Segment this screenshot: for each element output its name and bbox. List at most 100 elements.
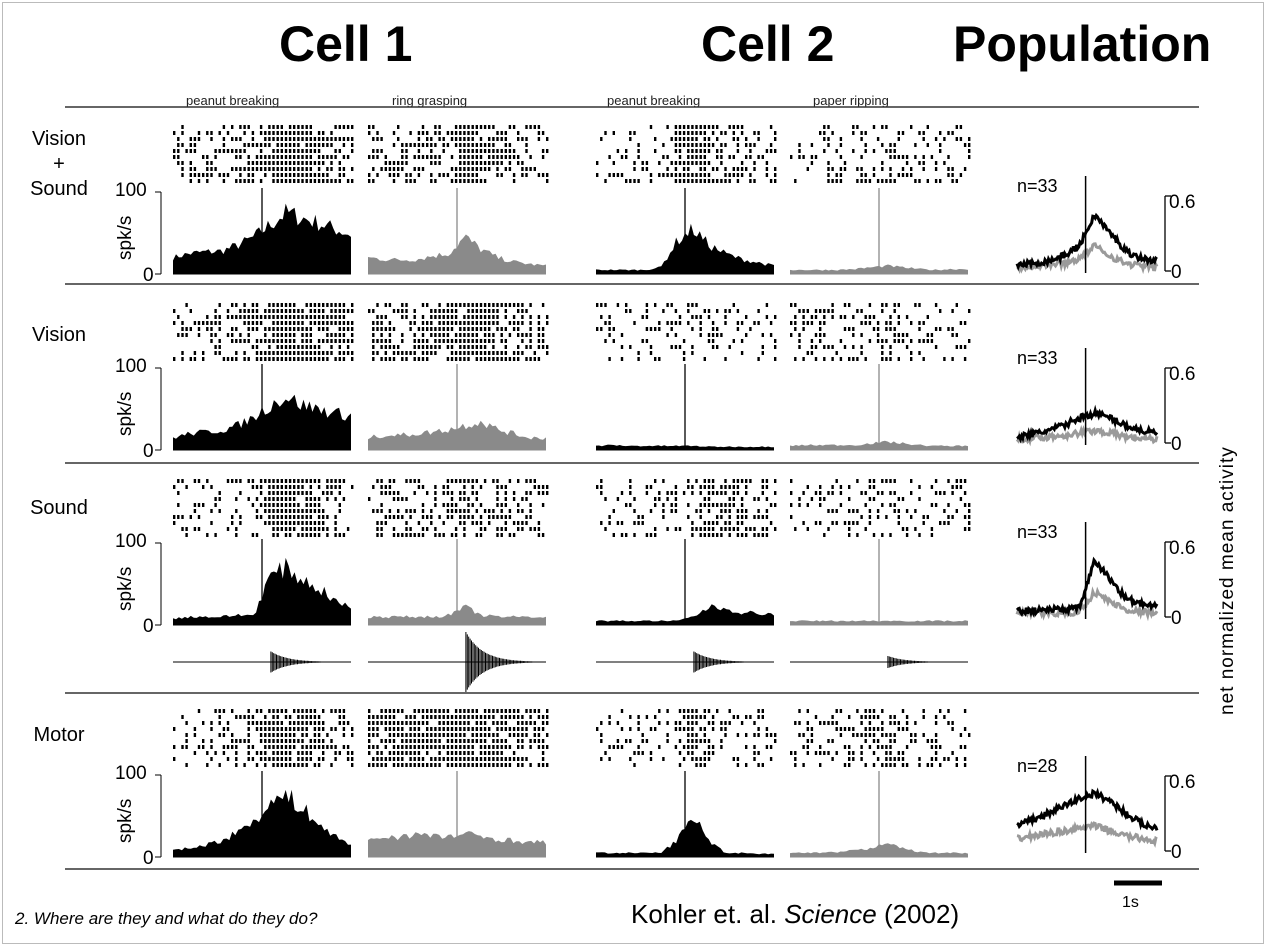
spike-tick — [351, 339, 354, 343]
spike-tick — [454, 179, 458, 183]
spike-tick — [934, 739, 938, 743]
spike-tick — [380, 149, 383, 153]
spike-tick — [243, 321, 246, 325]
spike-tick — [508, 727, 512, 731]
spike-tick — [765, 509, 769, 513]
spike-tick — [280, 351, 283, 355]
spike-tick — [376, 763, 379, 767]
spike-tick — [322, 327, 325, 331]
spike-tick — [483, 715, 487, 719]
spike-tick — [740, 503, 744, 507]
spike-tick — [765, 167, 769, 171]
spike-tick — [413, 763, 416, 767]
spike-tick — [500, 715, 503, 719]
spike-tick — [259, 739, 263, 743]
spike-tick — [488, 161, 491, 165]
spike-tick — [790, 303, 793, 307]
header-population: Population — [953, 16, 1212, 72]
spike-tick — [450, 321, 454, 325]
population-y-axis-label: net normalized mean activity — [1217, 446, 1238, 715]
spike-tick — [446, 763, 450, 767]
spike-tick — [872, 479, 876, 483]
spike-tick — [479, 757, 483, 761]
spike-tick — [251, 321, 255, 325]
spike-tick — [467, 149, 470, 153]
spike-tick — [197, 137, 201, 141]
spike-tick — [691, 125, 694, 129]
spike-tick — [517, 727, 520, 731]
spike-tick — [280, 521, 283, 525]
spike-tick — [467, 155, 470, 159]
spike-tick — [724, 509, 727, 513]
spike-tick — [658, 721, 661, 725]
spike-tick — [338, 315, 341, 319]
spike-tick — [450, 339, 454, 343]
spike-tick — [459, 303, 462, 307]
spike-tick — [346, 309, 350, 313]
spike-tick — [438, 155, 441, 159]
spike-tick — [177, 161, 180, 165]
spike-tick — [247, 751, 250, 755]
spike-tick — [430, 733, 433, 737]
spike-tick — [334, 321, 337, 325]
spike-tick — [276, 179, 279, 183]
spike-tick — [864, 131, 867, 135]
spike-tick — [231, 125, 234, 129]
spike-tick — [401, 143, 404, 147]
spike-tick — [322, 315, 325, 319]
spike-tick — [471, 309, 474, 313]
spike-tick — [483, 479, 487, 483]
spike-tick — [926, 739, 929, 743]
spike-tick — [264, 327, 267, 331]
spike-tick — [218, 321, 221, 325]
spike-tick — [280, 751, 283, 755]
spike-tick — [446, 131, 450, 135]
spike-tick — [703, 727, 706, 731]
spike-tick — [537, 173, 541, 177]
spike-tick — [483, 339, 487, 343]
spike-tick — [293, 339, 296, 343]
spike-tick — [322, 515, 325, 519]
spike-tick — [728, 309, 731, 313]
spike-tick — [724, 733, 727, 737]
spike-tick — [521, 303, 524, 307]
spike-tick — [810, 339, 814, 343]
spike-tick — [769, 733, 773, 737]
spike-tick — [889, 315, 892, 319]
spike-tick — [309, 149, 312, 153]
spike-tick — [214, 155, 217, 159]
spike-tick — [678, 173, 682, 177]
spike-tick — [231, 303, 234, 307]
spike-tick — [868, 745, 872, 749]
spike-tick — [305, 155, 308, 159]
citation-authors: Kohler et. al. — [631, 899, 777, 929]
spike-tick — [790, 491, 793, 495]
spike-tick — [947, 521, 950, 525]
spike-tick — [703, 125, 706, 129]
spike-tick — [951, 491, 954, 495]
spike-tick — [512, 179, 516, 183]
spike-tick — [264, 497, 267, 501]
spike-tick — [446, 479, 450, 483]
spike-tick — [471, 179, 474, 183]
spike-tick — [276, 357, 279, 361]
spike-tick — [239, 137, 242, 141]
spike-tick — [633, 509, 636, 513]
spike-tick — [438, 533, 441, 537]
spike-tick — [541, 745, 545, 749]
spike-tick — [388, 321, 392, 325]
spike-tick — [963, 515, 967, 519]
spike-tick — [222, 125, 226, 129]
spike-tick — [868, 733, 872, 737]
spike-tick — [517, 527, 520, 531]
spike-tick — [625, 503, 628, 507]
spike-tick — [670, 327, 673, 331]
spike-tick — [401, 739, 404, 743]
spike-tick — [467, 333, 470, 337]
spike-tick — [856, 309, 859, 313]
spike-tick — [893, 327, 896, 331]
spike-tick — [471, 727, 474, 731]
spike-tick — [682, 715, 686, 719]
spike-tick — [305, 515, 308, 519]
spike-tick — [218, 709, 221, 713]
